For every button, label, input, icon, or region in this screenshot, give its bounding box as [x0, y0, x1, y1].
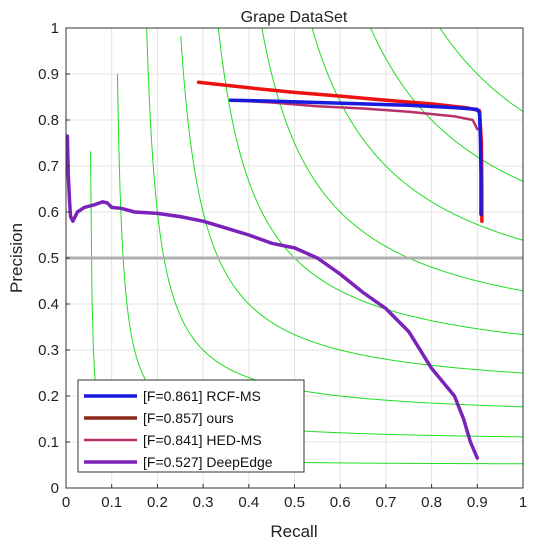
y-tick-label-4: 0.4: [38, 296, 59, 313]
ticks: 0 0.1 0.2 0.3 0.4 0.5 0.6 0.7 0.8 0.9 1 0 0.1 0.2 0.3 0…: [38, 20, 527, 511]
x-tick-label-1: 0.1: [101, 494, 122, 511]
legend: [F=0.861] RCF-MS [F=0.857] ours [F=0.841…: [77, 379, 305, 473]
y-tick-label-2: 0.2: [38, 388, 59, 405]
y-tick-label-9: 0.9: [38, 66, 59, 83]
x-tick-label-8: 0.8: [421, 494, 442, 511]
x-tick-label-2: 0.2: [147, 494, 168, 511]
y-tick-label-6: 0.6: [38, 204, 59, 221]
series-line-rcf-ms: [228, 98, 483, 217]
y-tick-label-5: 0.5: [38, 250, 59, 267]
iso-f-contour-0.9: [439, 28, 523, 113]
series-line-deepedge: [65, 134, 480, 460]
legend-label-ours: [F=0.857] ours: [143, 410, 234, 426]
iso-f-contour-0.4: [180, 36, 523, 374]
legend-label-hed-ms: [F=0.841] HED-MS: [143, 432, 262, 448]
x-tick-label-10: 1: [519, 494, 527, 511]
x-tick-label-0: 0: [62, 494, 70, 511]
x-tick-label-4: 0.4: [238, 494, 259, 511]
y-axis-label: Precision: [7, 223, 26, 293]
x-tick-label-5: 0.5: [284, 494, 305, 511]
legend-label-rcf-ms: [F=0.861] RCF-MS: [143, 388, 261, 404]
series-line-hed-ms: [229, 98, 479, 131]
series-layer: [65, 80, 484, 460]
y-tick-label-3: 0.3: [38, 342, 59, 359]
x-tick-label-3: 0.3: [193, 494, 214, 511]
iso-f-contour-0.7: [311, 28, 523, 241]
x-tick-label-9: 0.9: [467, 494, 488, 511]
chart-title: Grape DataSet: [241, 9, 348, 26]
y-tick-label-8: 0.8: [38, 112, 59, 129]
y-tick-label-7: 0.7: [38, 158, 59, 175]
iso-f-contour-0.3: [146, 28, 523, 408]
legend-label-deepedge: [F=0.527] DeepEdge: [143, 454, 273, 470]
iso-f-contour-0.5: [217, 28, 523, 336]
x-tick-label-7: 0.7: [375, 494, 396, 511]
y-tick-label-0: 0: [51, 480, 59, 497]
y-tick-label-1: 0.1: [38, 434, 59, 451]
x-tick-label-6: 0.6: [330, 494, 351, 511]
y-tick-label-10: 1: [51, 20, 59, 37]
iso-f-contour-0.8: [370, 28, 523, 182]
x-axis-label: Recall: [270, 522, 317, 541]
iso-f-contour-0.6: [261, 28, 523, 292]
